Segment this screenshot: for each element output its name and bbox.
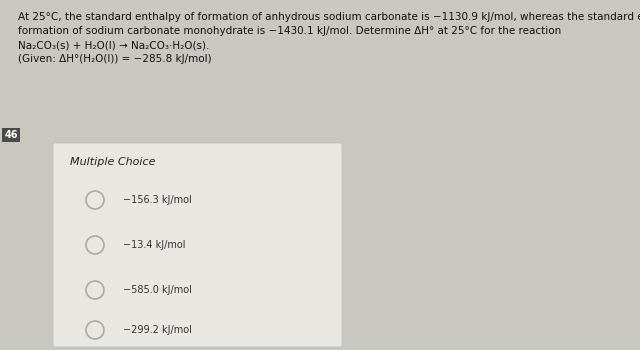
Text: Na₂CO₃(s) + H₂O(l) → Na₂CO₃·H₂O(s).: Na₂CO₃(s) + H₂O(l) → Na₂CO₃·H₂O(s). <box>18 40 209 50</box>
Text: −299.2 kJ/mol: −299.2 kJ/mol <box>123 325 192 335</box>
Text: At 25°C, the standard enthalpy of formation of anhydrous sodium carbonate is −11: At 25°C, the standard enthalpy of format… <box>18 12 640 22</box>
Circle shape <box>86 321 104 339</box>
Text: −156.3 kJ/mol: −156.3 kJ/mol <box>123 195 192 205</box>
Text: −585.0 kJ/mol: −585.0 kJ/mol <box>123 285 192 295</box>
Text: Multiple Choice: Multiple Choice <box>70 157 156 167</box>
FancyBboxPatch shape <box>53 143 342 347</box>
Circle shape <box>86 281 104 299</box>
Circle shape <box>86 236 104 254</box>
Text: 46: 46 <box>4 130 18 140</box>
Text: formation of sodium carbonate monohydrate is −1430.1 kJ/mol. Determine ΔH° at 25: formation of sodium carbonate monohydrat… <box>18 26 561 36</box>
Text: (Given: ΔH°(H₂O(l)) = −285.8 kJ/mol): (Given: ΔH°(H₂O(l)) = −285.8 kJ/mol) <box>18 54 212 64</box>
Text: −13.4 kJ/mol: −13.4 kJ/mol <box>123 240 186 250</box>
Circle shape <box>86 191 104 209</box>
